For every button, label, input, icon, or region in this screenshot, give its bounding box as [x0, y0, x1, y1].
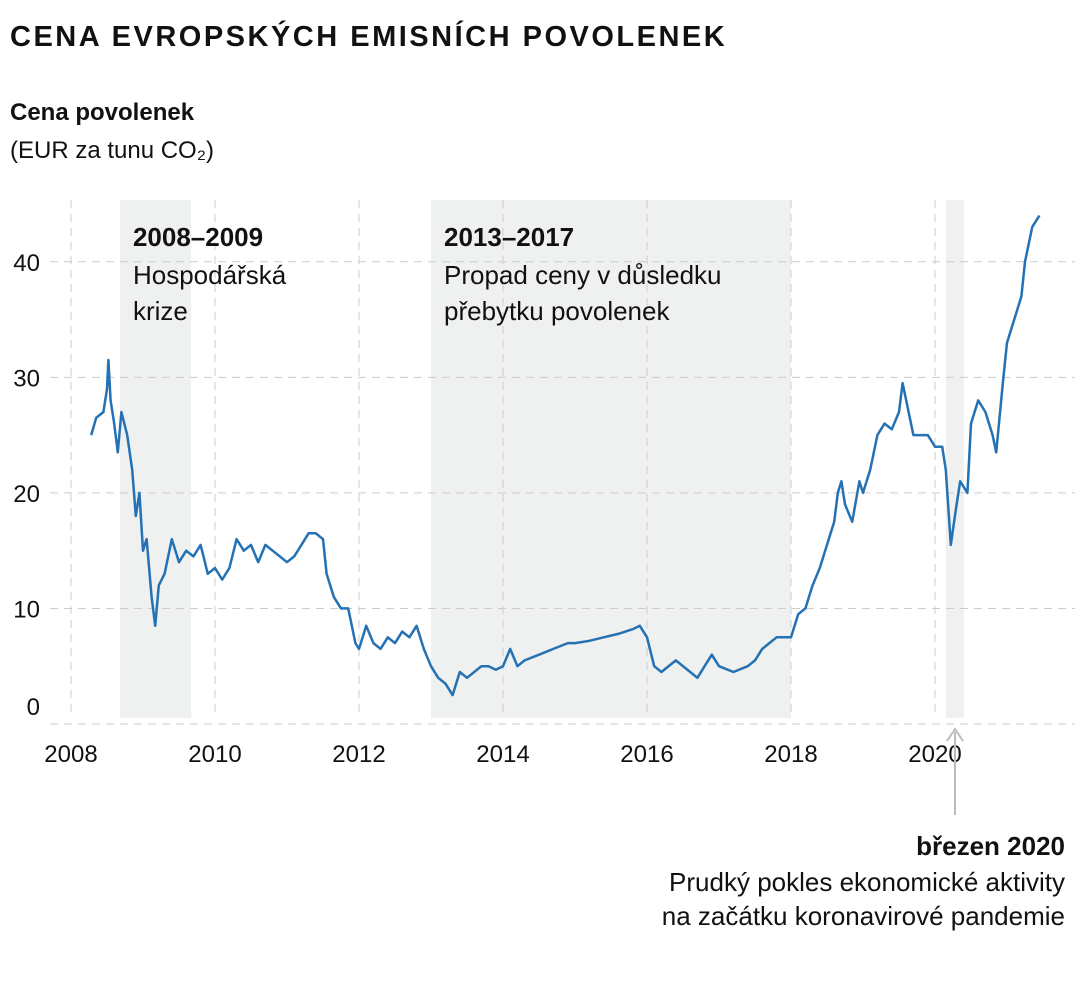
annotation-text: Prudký pokles ekonomické aktivity	[669, 867, 1065, 897]
shaded-region	[431, 200, 791, 718]
annotation-title: 2013–2017	[444, 222, 574, 252]
chart-title: CENA EVROPSKÝCH EMISNÍCH POVOLENEK	[10, 19, 727, 53]
annotation-text: krize	[133, 296, 188, 326]
y-tick-label: 0	[27, 694, 40, 721]
annotation-text: na začátku koronavirové pandemie	[662, 901, 1065, 931]
x-tick-label: 2018	[764, 741, 817, 768]
y-tick-label: 10	[13, 596, 40, 623]
annotation-text: přebytku povolenek	[444, 296, 670, 326]
x-tick-label: 2016	[620, 741, 673, 768]
x-tick-label: 2010	[188, 741, 241, 768]
y-axis-unit: (EUR za tunu CO₂)	[10, 137, 214, 164]
x-tick-label: 2020	[908, 741, 961, 768]
annotation-title: březen 2020	[916, 831, 1065, 861]
annotation-text: Hospodářská	[133, 260, 287, 290]
price-line	[89, 214, 1041, 697]
y-tick-label: 20	[13, 481, 40, 508]
annotation-title: 2008–2009	[133, 222, 263, 252]
y-tick-label: 30	[13, 365, 40, 392]
y-tick-label: 40	[13, 250, 40, 277]
annotation-text: Propad ceny v důsledku	[444, 260, 722, 290]
shaded-region	[945, 200, 964, 718]
arrow-head	[946, 727, 964, 742]
y-axis-label: Cena povolenek	[10, 99, 195, 126]
x-tick-label: 2014	[476, 741, 529, 768]
x-tick-label: 2008	[44, 741, 97, 768]
x-tick-label: 2012	[332, 741, 385, 768]
